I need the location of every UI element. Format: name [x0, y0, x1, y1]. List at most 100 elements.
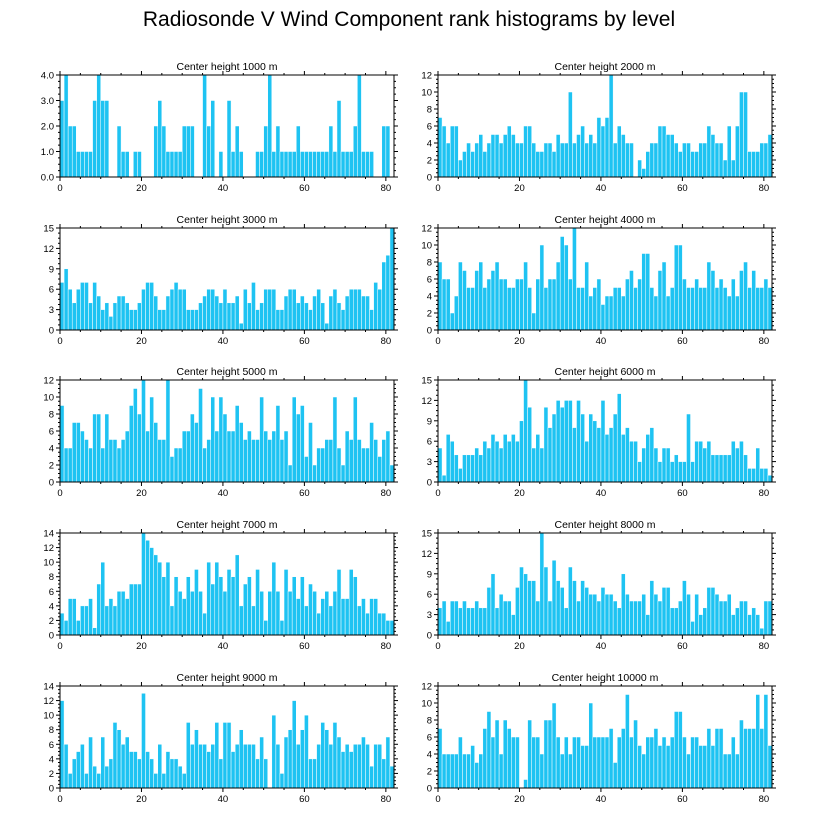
histogram-bar: [255, 569, 260, 636]
y-tick-label: 12: [421, 224, 432, 235]
y-tick-label: 4: [427, 139, 432, 150]
histogram-bar: [739, 440, 744, 483]
histogram-bar: [511, 134, 516, 178]
histogram-bar: [88, 736, 93, 789]
histogram-bar: [726, 593, 732, 636]
y-tick-label: 10: [421, 241, 432, 252]
histogram-bar: [665, 587, 671, 636]
x-tick-label: 20: [514, 488, 525, 499]
histogram-bar: [149, 758, 154, 789]
histogram-bar: [157, 439, 163, 483]
histogram-bar: [678, 244, 683, 331]
histogram-bar: [369, 422, 374, 483]
histogram-bar: [234, 405, 240, 483]
x-tick-label: 60: [299, 488, 310, 499]
histogram-bar: [100, 447, 106, 483]
histogram-bar: [596, 736, 602, 789]
histogram-bar: [389, 765, 395, 789]
histogram-bar: [637, 461, 642, 483]
histogram-bar: [267, 288, 273, 331]
y-tick-label: 4: [49, 754, 54, 765]
histogram-bar: [470, 607, 475, 636]
histogram-bar: [324, 151, 330, 178]
histogram-bar: [157, 309, 163, 331]
histogram-bar: [531, 736, 537, 789]
histogram-bar: [255, 309, 260, 331]
y-tick-label: 9: [427, 569, 432, 580]
histogram-bar: [133, 388, 138, 483]
x-tick-label: 60: [677, 641, 688, 652]
histogram-bar: [759, 142, 765, 178]
x-tick-label: 60: [677, 336, 688, 347]
histogram-bar: [527, 406, 532, 483]
histogram-bar: [145, 430, 150, 483]
histogram-bar: [295, 302, 301, 331]
histogram-bar: [279, 151, 285, 178]
histogram-bar: [353, 396, 358, 483]
x-tick-label: 40: [218, 794, 229, 805]
histogram-bar: [145, 282, 150, 331]
histogram-bar: [230, 576, 236, 636]
histogram-bar: [621, 728, 626, 789]
histogram-bar: [206, 439, 211, 483]
histogram-bar: [112, 605, 118, 636]
histogram-bar: [218, 396, 224, 483]
histogram-bar: [84, 605, 89, 636]
histogram-bar: [369, 151, 374, 178]
histogram-bar: [300, 576, 305, 636]
y-tick-label: 6: [427, 275, 432, 286]
histogram-bar: [198, 744, 203, 789]
histogram-bar: [690, 461, 695, 483]
histogram-bar: [283, 295, 289, 331]
histogram-bar: [324, 439, 330, 483]
histogram-bar: [494, 261, 500, 331]
histogram-bar: [747, 728, 752, 789]
histogram-bar: [616, 287, 622, 331]
histogram-bar: [494, 440, 500, 483]
histogram-bar: [336, 302, 342, 331]
y-tick-label: 8: [427, 716, 432, 727]
histogram-bar: [328, 605, 334, 636]
histogram-bar: [259, 591, 264, 636]
histogram-bar: [84, 773, 89, 789]
histogram-bar: [767, 600, 773, 636]
histogram-bar: [458, 607, 463, 636]
histogram-bar: [490, 270, 496, 331]
histogram-bar: [759, 728, 765, 789]
histogram-bar: [67, 125, 73, 178]
histogram-bar: [726, 295, 732, 331]
histogram-bar: [722, 600, 728, 636]
histogram-bar: [551, 151, 557, 178]
histogram-bar: [661, 447, 667, 483]
histogram-bar: [616, 393, 622, 483]
x-tick-label: 40: [596, 641, 607, 652]
histogram-bar: [608, 728, 614, 789]
x-tick-label: 0: [57, 488, 62, 499]
x-tick-label: 0: [57, 183, 62, 194]
histogram-bar: [633, 600, 638, 636]
histogram-bar: [365, 151, 370, 178]
x-tick-label: 40: [218, 641, 229, 652]
histogram-bar: [59, 100, 65, 178]
histogram-bar: [198, 302, 203, 331]
histogram-bar: [466, 287, 471, 331]
y-tick-label: 12: [43, 376, 54, 387]
histogram-bar: [718, 454, 724, 483]
y-tick-label: 6: [427, 122, 432, 133]
y-tick-label: 10: [43, 711, 54, 722]
histogram-bar: [755, 151, 761, 178]
histogram-bar: [445, 621, 451, 636]
histogram-bar: [214, 561, 220, 636]
histogram-bar: [759, 287, 765, 331]
histogram-bar: [169, 456, 175, 483]
histogram-panel: Center height 10000 m 0 2 4 6 8 10 12 0 20 40 60 80: [421, 672, 776, 805]
x-tick-label: 40: [218, 336, 229, 347]
histogram-bar: [149, 396, 154, 483]
histogram-bar: [673, 607, 679, 636]
histogram-bar: [149, 547, 154, 636]
histogram-bar: [604, 593, 610, 636]
histogram-bar: [63, 74, 69, 178]
panel-title: Center height 6000 m: [555, 366, 656, 378]
histogram-bar: [365, 744, 370, 789]
histogram-bar: [344, 151, 350, 178]
